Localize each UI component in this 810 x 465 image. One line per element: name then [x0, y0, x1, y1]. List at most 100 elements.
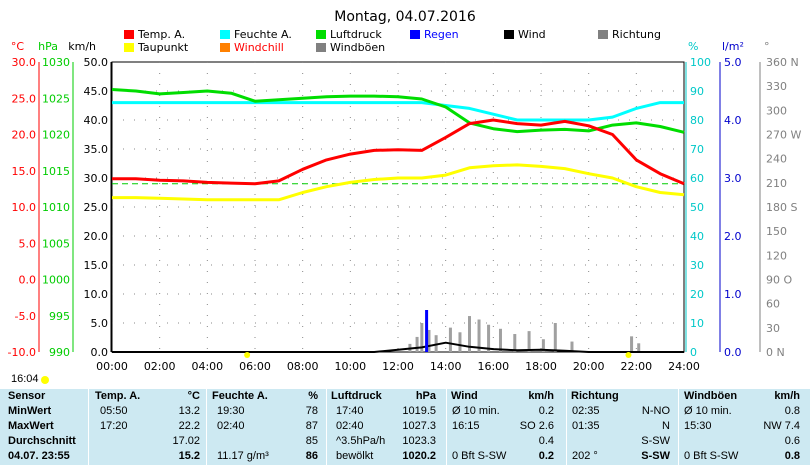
- header-wind: Wind: [451, 390, 478, 402]
- right-tick-label: 60: [690, 172, 704, 185]
- time-bar: 16:04: [0, 372, 810, 389]
- right-tick-label: 100: [690, 56, 711, 69]
- luftdruck-time: ^3.5hPa/h: [336, 435, 386, 447]
- gust-bar: [427, 329, 431, 352]
- sun-icon: [41, 376, 49, 384]
- chart-title: Montag, 04.07.2016: [334, 9, 476, 25]
- wind-value: 0.2: [538, 450, 554, 462]
- temp-value: 15.2: [178, 450, 200, 462]
- x-tick-label: 08:00: [287, 360, 319, 372]
- left-tick-label: 10.0: [12, 201, 37, 214]
- gust-bar: [630, 336, 634, 352]
- right-tick-label: 300: [766, 104, 787, 117]
- right-tick-label: 210: [766, 177, 787, 190]
- legend-label-windchill: Windchill: [234, 41, 284, 54]
- right-tick-label: 80: [690, 114, 704, 127]
- temp-time: 05:50: [100, 405, 128, 417]
- sun-marker-icon: [244, 352, 251, 358]
- series-line-feuchte-a: [112, 101, 684, 122]
- table-row: MinWert 05:50 13.2 19:30 78 17:40 1019.5 Ø 10 m…: [0, 404, 810, 419]
- temp-value: 13.2: [178, 405, 200, 417]
- richtung-value: N-NO: [641, 405, 670, 417]
- left-tick-label: 30.0: [84, 172, 109, 185]
- sun-marker-icon: [625, 352, 632, 358]
- x-tick-label: 12:00: [382, 360, 414, 372]
- right-tick-label: 30: [766, 322, 780, 335]
- temp-time: 17:20: [100, 420, 128, 432]
- right-tick-label: 150: [766, 225, 787, 238]
- left-axis-unit: °C: [11, 40, 25, 53]
- boeen-value: NW 7.4: [763, 420, 800, 432]
- left-tick-label: 10.0: [84, 288, 109, 301]
- table-divider: [326, 389, 327, 465]
- x-tick-label: 22:00: [620, 360, 652, 372]
- boeen-value: 0.6: [784, 435, 800, 447]
- left-tick-label: 25.0: [84, 201, 109, 214]
- header-richtung: Richtung: [571, 390, 619, 402]
- table-row: Durchschnitt 17.02 85 ^3.5hPa/h 1023.3 0.4 S-S…: [0, 434, 810, 449]
- left-tick-label: 5.0: [19, 237, 37, 250]
- row-label: 04.07. 23:55: [8, 450, 70, 462]
- x-tick-label: 04:00: [191, 360, 223, 372]
- table-divider: [206, 389, 207, 465]
- left-tick-label: 1000: [42, 274, 70, 287]
- left-tick-label: 20.0: [84, 230, 109, 243]
- gust-bar: [415, 336, 419, 352]
- left-tick-label: 1020: [42, 129, 70, 142]
- richtung-time: 02:35: [572, 405, 600, 417]
- right-tick-label: 0 N: [766, 346, 785, 359]
- left-tick-label: 990: [49, 346, 70, 359]
- legend-label-luftdruck: Luftdruck: [330, 28, 382, 41]
- sun-markers: [244, 352, 632, 358]
- header-luftdruck-unit: hPa: [415, 390, 436, 402]
- row-label: Durchschnitt: [8, 435, 76, 447]
- right-tick-label: 0: [690, 346, 697, 359]
- luftdruck-time: bewölkt: [336, 450, 374, 462]
- right-tick-label: 330: [766, 80, 787, 93]
- left-tick-label: 40.0: [84, 114, 109, 127]
- luftdruck-value: 1027.3: [402, 420, 436, 432]
- legend-label-wind: Wind: [518, 28, 546, 41]
- header-boeen-unit: km/h: [774, 390, 800, 402]
- legend-label-windb-en: Windböen: [330, 41, 385, 54]
- header-boeen: Windböen: [684, 390, 738, 402]
- legend-swatch-richtung: [598, 30, 608, 39]
- gust-bar: [527, 331, 531, 352]
- x-tick-label: 20:00: [573, 360, 605, 372]
- weather-chart: Montag, 04.07.2016 Temp. A. Feuchte A. Luf…: [8, 9, 802, 372]
- x-tick-label: 00:00: [96, 360, 128, 372]
- left-tick-label: 1025: [42, 92, 70, 105]
- luftdruck-value: 1023.3: [402, 435, 436, 447]
- right-tick-label: 1.0: [724, 288, 742, 301]
- x-axis: 00:00 02:00 04:00 06:00 08:00 10:00 12:00 14:00…: [96, 360, 700, 372]
- wind-time: Ø 10 min.: [452, 405, 500, 417]
- right-tick-label: 180 S: [766, 201, 797, 214]
- right-axis-unit: l/m²: [722, 40, 744, 53]
- right-tick-label: 70: [690, 143, 704, 156]
- header-sensor: Sensor: [8, 390, 46, 402]
- legend-swatch-windb-en: [316, 43, 326, 52]
- right-tick-label: 20: [690, 288, 704, 301]
- left-axes: °C 30.0 25.0 20.0 15.0 10.0 5.0 0.0 -5.0 -10.0 hPa…: [8, 40, 112, 359]
- gust-bar: [541, 339, 545, 352]
- left-tick-label: -10.0: [8, 346, 36, 359]
- boeen-value: 0.8: [784, 450, 800, 462]
- richtung-time: 202 °: [572, 450, 598, 462]
- left-axis-unit: km/h: [68, 40, 96, 53]
- richtung-value: S-SW: [641, 450, 670, 462]
- left-tick-label: 25.0: [12, 92, 37, 105]
- series-line-temp-a: [112, 118, 685, 186]
- right-tick-label: 5.0: [724, 56, 742, 69]
- luftdruck-time: 17:40: [336, 405, 364, 417]
- boeen-time: 0 Bft S-SW: [684, 450, 739, 462]
- header-feuchte-unit: %: [308, 390, 318, 402]
- gust-bar: [420, 323, 424, 352]
- feuchte-time: 02:40: [217, 420, 245, 432]
- left-tick-label: 45.0: [84, 85, 109, 98]
- gust-bar: [637, 343, 641, 352]
- table-row: MaxWert 17:20 22.2 02:40 87 02:40 1027.3 16:15 S…: [0, 419, 810, 434]
- richtung-value: S-SW: [641, 435, 670, 447]
- left-tick-label: 1030: [42, 56, 70, 69]
- left-tick-label: 0.0: [19, 274, 37, 287]
- header-luftdruck: Luftdruck: [331, 390, 382, 402]
